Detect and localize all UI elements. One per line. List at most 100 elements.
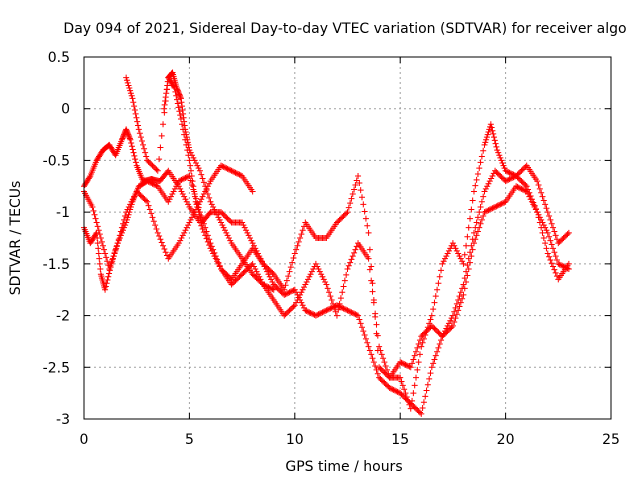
data-point: [302, 281, 309, 288]
data-point: [376, 374, 383, 381]
data-point: [439, 260, 446, 267]
data-point: [179, 103, 186, 110]
data-point: [543, 205, 550, 212]
data-point: [555, 240, 562, 247]
data-point: [142, 149, 149, 156]
data-point: [165, 198, 172, 205]
data-point: [505, 169, 512, 176]
data-point: [283, 309, 290, 316]
data-point: [461, 285, 468, 292]
data-point: [94, 240, 101, 247]
data-point: [228, 281, 235, 288]
data-point: [535, 211, 542, 218]
data-point: [499, 200, 506, 207]
data-point: [187, 162, 194, 169]
data-point: [236, 171, 243, 178]
data-point: [565, 260, 572, 267]
data-point: [419, 405, 426, 412]
data-point: [337, 295, 344, 302]
data-point: [286, 289, 293, 296]
data-point: [544, 209, 551, 216]
data-point: [476, 224, 483, 231]
data-point: [426, 320, 433, 327]
data-point: [402, 361, 409, 368]
data-point: [463, 268, 470, 275]
data-point: [183, 224, 190, 231]
data-point: [269, 278, 276, 285]
data-point: [553, 256, 560, 263]
data-point: [339, 214, 346, 221]
data-point: [322, 278, 329, 285]
data-point: [430, 360, 437, 367]
data-point: [365, 229, 372, 236]
data-point: [203, 187, 210, 194]
data-point: [381, 369, 388, 376]
data-point: [456, 293, 463, 300]
data-point: [347, 308, 354, 315]
data-point: [160, 121, 167, 128]
data-point: [356, 316, 363, 323]
data-point: [401, 386, 408, 393]
data-point: [178, 176, 185, 183]
data-point: [352, 311, 359, 318]
data-point: [95, 227, 102, 234]
data-point: [283, 277, 290, 284]
data-point: [192, 206, 199, 213]
data-point: [103, 280, 110, 287]
data-point: [299, 302, 306, 309]
data-point: [120, 132, 127, 139]
data-point: [486, 206, 493, 213]
data-point: [249, 260, 256, 267]
data-point: [493, 143, 500, 150]
data-point: [373, 366, 380, 373]
data-point: [460, 281, 467, 288]
data-point: [163, 90, 170, 97]
data-point: [431, 356, 438, 363]
data-point: [211, 206, 218, 213]
data-point: [96, 231, 103, 238]
data-point: [430, 324, 437, 331]
data-point: [477, 159, 484, 166]
data-point: [499, 160, 506, 167]
data-point: [128, 139, 135, 146]
data-point: [420, 330, 427, 337]
data-point: [200, 179, 207, 186]
data-point: [315, 266, 322, 273]
data-point: [99, 242, 106, 249]
data-point: [146, 179, 153, 186]
data-point: [136, 191, 143, 198]
data-point: [101, 246, 108, 253]
data-point: [459, 295, 466, 302]
data-point: [169, 191, 176, 198]
data-point: [235, 275, 242, 282]
data-point: [252, 273, 259, 280]
data-point: [148, 161, 155, 168]
data-point: [291, 302, 298, 309]
data-point: [560, 263, 567, 270]
data-point: [438, 267, 445, 274]
data-point: [162, 97, 169, 104]
data-point: [250, 272, 257, 279]
data-point: [215, 214, 222, 221]
data-point: [487, 121, 494, 128]
data-point: [436, 341, 443, 348]
data-point: [414, 406, 421, 413]
data-point: [124, 206, 131, 213]
data-point: [171, 185, 178, 192]
data-point: [369, 288, 376, 295]
data-point: [135, 189, 142, 196]
data-point: [337, 215, 344, 222]
data-point: [372, 362, 379, 369]
data-point: [220, 211, 227, 218]
data-point: [265, 266, 272, 273]
data-point: [275, 286, 282, 293]
data-point: [440, 331, 447, 338]
data-point: [291, 250, 298, 257]
data-point: [385, 373, 392, 380]
data-point: [522, 187, 529, 194]
data-point: [453, 247, 460, 254]
data-point: [561, 233, 568, 240]
data-point: [266, 273, 273, 280]
data-point: [122, 213, 129, 220]
data-point: [219, 222, 226, 229]
